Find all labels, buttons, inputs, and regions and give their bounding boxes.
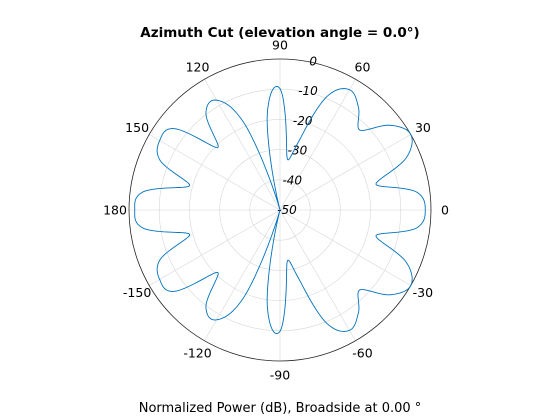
radial-tick-labels: -50-40-30-20-100 [277, 54, 318, 217]
angle-gridline-120 [204, 79, 281, 211]
angle-tick-label: 60 [355, 60, 371, 75]
radial-tick-label: -50 [277, 203, 297, 217]
radial-tick-label: 0 [309, 54, 317, 68]
angle-tick-label: -60 [352, 345, 372, 360]
angle-tick-label: -30 [413, 285, 433, 300]
angle-tick-label: 30 [415, 120, 431, 135]
radial-gridline--40 [249, 179, 311, 241]
radial-gridline--20 [189, 119, 371, 301]
angle-tick-label: -90 [270, 368, 290, 383]
angle-tick-label: 0 [441, 203, 449, 218]
pattern-line [134, 86, 426, 334]
angle-tick-labels: 0 30 60 90 120 150 180 -150 -120 -90 -60 -30 [103, 38, 449, 383]
radial-tick-label: -40 [282, 173, 302, 187]
angle-tick-label: 90 [272, 38, 288, 53]
angle-tick-label: -150 [123, 285, 151, 300]
angle-gridline-30 [279, 134, 411, 211]
angle-gridline-150 [149, 134, 281, 211]
pattern-series [134, 86, 426, 334]
angle-tick-label: 180 [103, 203, 127, 218]
angle-gridline-60 [279, 79, 356, 211]
polar-outer-ring [128, 58, 432, 362]
angle-tick-label: -120 [183, 345, 211, 360]
angle-gridline--30 [279, 209, 411, 286]
angle-gridline--120 [204, 209, 281, 341]
radial-tick-label: -10 [298, 84, 318, 98]
polar-grid [128, 58, 432, 362]
angle-tick-label: 150 [125, 120, 149, 135]
radial-gridline--30 [219, 149, 341, 271]
chart-title: Azimuth Cut (elevation angle = 0.0°) [140, 25, 419, 41]
radial-tick-label: -30 [288, 144, 308, 158]
angle-tick-label: 120 [186, 60, 210, 75]
angle-gridline--150 [149, 209, 281, 286]
angle-gridline--60 [279, 209, 356, 341]
x-axis-label: Normalized Power (dB), Broadside at 0.00… [139, 401, 422, 416]
